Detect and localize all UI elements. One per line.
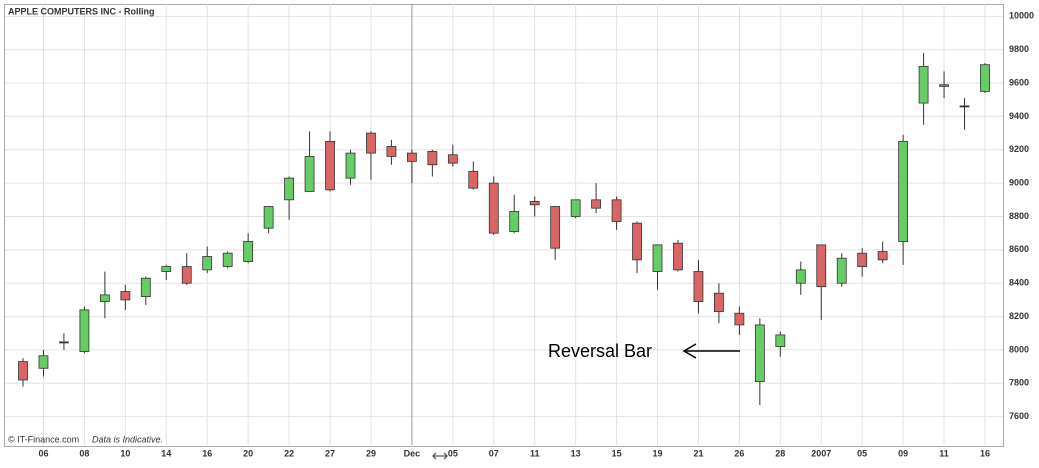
candle-body bbox=[611, 199, 622, 222]
candle-body bbox=[427, 151, 438, 166]
candle-body bbox=[222, 252, 233, 267]
x-tick-label: 15 bbox=[612, 448, 622, 458]
candle-body bbox=[181, 266, 192, 284]
x-tick-label: 11 bbox=[939, 448, 949, 458]
candle-body bbox=[325, 141, 335, 191]
candle-body bbox=[980, 64, 990, 92]
x-tick-label: 13 bbox=[571, 448, 581, 458]
candle-body bbox=[161, 266, 172, 272]
y-tick-label: 9000 bbox=[1009, 178, 1029, 188]
y-tick-label: 10000 bbox=[1009, 11, 1034, 21]
y-tick-label: 7800 bbox=[1009, 378, 1029, 388]
x-tick-label: 08 bbox=[79, 448, 89, 458]
y-tick-label: 8600 bbox=[1009, 244, 1029, 254]
candle-body bbox=[775, 334, 786, 347]
candle-body bbox=[652, 244, 663, 272]
candle-body bbox=[386, 146, 397, 157]
y-tick-label: 9600 bbox=[1009, 77, 1029, 87]
candle-body bbox=[673, 242, 683, 271]
x-tick-label: 2007 bbox=[811, 448, 831, 458]
x-tick-label: 05 bbox=[857, 448, 867, 458]
y-tick-label: 7600 bbox=[1009, 411, 1029, 421]
x-tick-label: 21 bbox=[693, 448, 703, 458]
candle-body bbox=[632, 222, 642, 261]
x-tick-label: 22 bbox=[284, 448, 294, 458]
candle-body bbox=[754, 324, 765, 383]
x-tick-label: 28 bbox=[775, 448, 785, 458]
x-tick-label: 20 bbox=[243, 448, 253, 458]
candle-body bbox=[18, 361, 28, 381]
y-tick-label: 8000 bbox=[1009, 344, 1029, 354]
y-tick-label: 9800 bbox=[1009, 44, 1029, 54]
candle-body bbox=[38, 355, 49, 369]
y-tick-label: 9200 bbox=[1009, 144, 1029, 154]
candle-body bbox=[79, 309, 90, 352]
candle-body bbox=[959, 105, 970, 108]
y-tick-label: 8800 bbox=[1009, 211, 1029, 221]
x-tick-label: Dec bbox=[404, 448, 421, 458]
candle-body bbox=[202, 256, 213, 271]
source: © IT-Finance.com bbox=[8, 434, 79, 444]
candle-body bbox=[488, 182, 499, 234]
candle-body bbox=[243, 241, 254, 262]
x-tick-label: 27 bbox=[325, 448, 335, 458]
candle-body bbox=[140, 277, 151, 297]
candle-body bbox=[918, 65, 929, 104]
chart-title: APPLE COMPUTERS INC - Rolling bbox=[8, 6, 155, 16]
candle-body bbox=[898, 141, 909, 242]
candle-body bbox=[816, 244, 827, 287]
candle-body bbox=[366, 132, 376, 154]
candles bbox=[18, 53, 990, 405]
annotation: Reversal Bar bbox=[548, 341, 652, 361]
y-tick-label: 8400 bbox=[1009, 278, 1029, 288]
candle-body bbox=[406, 152, 417, 162]
x-tick-label: 05 bbox=[448, 448, 458, 458]
candle-body bbox=[877, 251, 888, 261]
candle-body bbox=[795, 269, 806, 284]
x-tick-label: 07 bbox=[489, 448, 499, 458]
x-tick-label: 11 bbox=[530, 448, 540, 458]
x-tick-label: 14 bbox=[161, 448, 171, 458]
candle-body bbox=[550, 206, 561, 249]
x-tick-label: 09 bbox=[898, 448, 908, 458]
candle-body bbox=[939, 84, 949, 87]
candle-body bbox=[836, 257, 847, 284]
candle-body bbox=[263, 206, 274, 229]
x-tick-label: 29 bbox=[366, 448, 376, 458]
y-tick-label: 8200 bbox=[1009, 311, 1029, 321]
candle-body bbox=[304, 156, 315, 192]
plot-frame bbox=[4, 4, 1004, 447]
y-tick-label: 9400 bbox=[1009, 111, 1029, 121]
candle-body bbox=[570, 199, 581, 217]
note: Data is Indicative. bbox=[92, 434, 163, 444]
candle-body bbox=[509, 211, 520, 232]
x-tick-label: 16 bbox=[980, 448, 990, 458]
x-tick-label: 26 bbox=[734, 448, 744, 458]
candle-body bbox=[284, 177, 294, 201]
candle-body bbox=[714, 292, 724, 312]
candle-body bbox=[693, 271, 704, 302]
candle-body bbox=[120, 291, 131, 301]
candle-body bbox=[345, 152, 356, 179]
x-tick-label: 10 bbox=[120, 448, 130, 458]
annotation-arrow bbox=[682, 343, 740, 359]
x-tick-label: 19 bbox=[653, 448, 663, 458]
candle-body bbox=[99, 294, 110, 302]
candle-body bbox=[857, 252, 868, 267]
x-tick-label: 16 bbox=[202, 448, 212, 458]
x-tick-label: 06 bbox=[38, 448, 48, 458]
candle-body bbox=[591, 199, 602, 209]
x-scroll-icon bbox=[432, 452, 448, 460]
candle-body bbox=[468, 171, 479, 189]
candle-body bbox=[734, 312, 745, 326]
candle-body bbox=[529, 201, 540, 206]
candle-body bbox=[59, 341, 69, 344]
candle-body bbox=[447, 154, 458, 164]
